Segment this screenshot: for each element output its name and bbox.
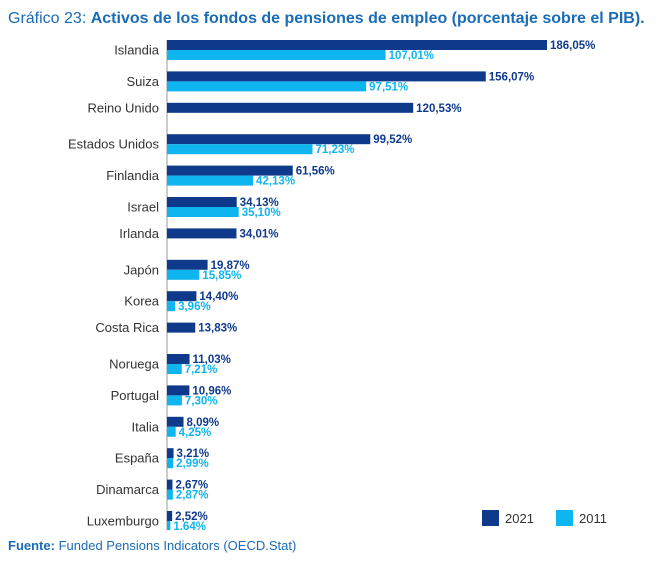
category-label-suiza: Suiza (126, 74, 159, 89)
source-label: Fuente: (8, 538, 55, 553)
bar-2021-9 (167, 322, 196, 333)
data-label-2011-13: 2,99% (176, 458, 209, 470)
bar-2011-5 (167, 207, 239, 217)
category-label-luxemburgo: Luxemburgo (87, 514, 159, 529)
category-label-estados-unidos: Estados Unidos (68, 137, 160, 152)
category-label-irlanda: Irlanda (119, 226, 160, 241)
bar-2021-2 (167, 102, 414, 113)
category-label-portugal: Portugal (111, 388, 160, 403)
data-label-2021-10: 11,03% (193, 354, 231, 366)
data-label-2011-5: 35,10% (242, 207, 281, 219)
legend-swatch-2011 (556, 510, 573, 526)
data-label-2011-1: 97,51% (369, 81, 408, 93)
bar-2021-12 (167, 416, 184, 427)
bar-2011-13 (167, 458, 174, 469)
chart-title-prefix: Gráfico 23: (8, 10, 87, 27)
category-label-finlandia: Finlandia (106, 168, 160, 183)
bar-2021-0 (167, 40, 547, 50)
data-label-2011-3: 71,23% (315, 144, 354, 156)
data-label-2021-14: 2,67% (175, 480, 208, 492)
source-text: Funded Pensions Indicators (OECD.Stat) (58, 538, 297, 553)
bar-2011-3 (167, 144, 313, 155)
data-label-2011-10: 7,21% (185, 364, 218, 376)
category-label-españa: España (115, 451, 160, 466)
data-label-2021-7: 19,87% (211, 260, 250, 272)
data-label-2021-13: 3,21% (177, 448, 210, 460)
data-label-2011-0: 107,01% (389, 50, 434, 62)
data-label-2021-9: 13,83% (198, 323, 237, 335)
bar-2021-7 (167, 259, 208, 270)
bar-2021-6 (167, 228, 237, 239)
bar-2021-8 (167, 291, 197, 302)
data-label-2011-11: 7,30% (185, 395, 218, 407)
bar-2011-11 (167, 395, 182, 406)
bar-2021-15 (167, 511, 173, 521)
bar-2021-14 (167, 479, 173, 490)
bar-2021-10 (167, 354, 190, 364)
category-label-dinamarca: Dinamarca (96, 482, 160, 497)
legend-label-2011: 2011 (579, 511, 607, 526)
bar-2011-14 (167, 489, 173, 500)
bar-2021-1 (167, 71, 486, 82)
chart-title: Gráfico 23: Activos de los fondos de pen… (8, 10, 645, 28)
data-label-2021-2: 120,53% (416, 103, 461, 115)
bar-2011-1 (167, 81, 367, 92)
data-label-2021-1: 156,07% (489, 71, 534, 83)
data-label-2021-0: 186,05% (550, 40, 595, 52)
category-label-israel: Israel (127, 200, 159, 215)
bar-2021-3 (167, 134, 371, 145)
data-label-2011-7: 15,85% (202, 270, 241, 282)
bar-2011-0 (167, 50, 386, 60)
data-label-2011-15: 1,64% (173, 521, 206, 530)
chart-source: Fuente: Funded Pensions Indicators (OECD… (8, 538, 296, 553)
bar-2021-11 (167, 385, 190, 396)
data-label-2021-3: 99,52% (373, 134, 412, 146)
data-label-2011-14: 2,87% (176, 490, 209, 502)
data-label-2021-12: 8,09% (187, 417, 220, 429)
data-label-2021-15: 2,52% (175, 511, 208, 523)
category-label-costa-rica: Costa Rica (95, 320, 159, 335)
data-label-2021-8: 14,40% (199, 291, 238, 303)
category-label-japón: Japón (124, 262, 159, 277)
legend-swatch-2021 (482, 510, 499, 526)
category-label-korea: Korea (124, 294, 159, 309)
bar-chart: Islandia 186,05% 107,01% Suiza 156,07% 97,51%… (68, 40, 607, 530)
bar-2011-12 (167, 426, 176, 437)
bar-2021-5 (167, 197, 237, 207)
bar-2011-15 (167, 521, 171, 530)
category-label-noruega: Noruega (109, 357, 160, 372)
bar-2011-10 (167, 364, 182, 374)
bar-2011-7 (167, 269, 200, 280)
data-label-2011-4: 42,13% (256, 176, 295, 188)
chart-title-text: Activos de los fondos de pensiones de em… (90, 10, 645, 27)
category-label-reino-unido: Reino Unido (87, 100, 159, 115)
bar-2011-8 (167, 301, 176, 312)
bar-2011-4 (167, 175, 254, 186)
data-label-2011-8: 3,96% (178, 301, 211, 313)
bar-2021-13 (167, 448, 174, 459)
data-label-2021-5: 34,13% (240, 197, 279, 209)
data-label-2021-4: 61,56% (296, 166, 335, 178)
data-label-2021-6: 34,01% (239, 228, 278, 240)
data-label-2021-11: 10,96% (192, 385, 231, 397)
legend-label-2021: 2021 (505, 511, 534, 526)
bar-2021-4 (167, 165, 293, 176)
data-label-2011-12: 4,25% (179, 427, 212, 439)
category-label-islandia: Islandia (114, 43, 160, 58)
category-label-italia: Italia (132, 419, 160, 434)
